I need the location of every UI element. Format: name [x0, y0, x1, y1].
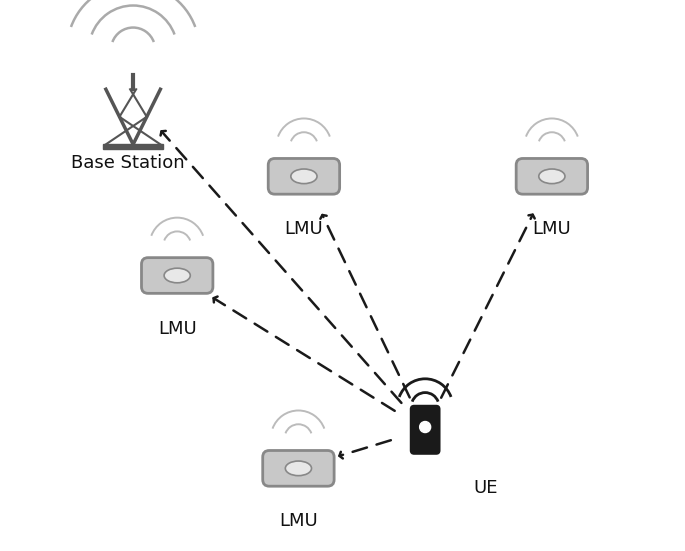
- FancyBboxPatch shape: [411, 406, 440, 454]
- Text: LMU: LMU: [284, 220, 323, 239]
- FancyBboxPatch shape: [142, 258, 213, 293]
- Text: LMU: LMU: [532, 220, 571, 239]
- Ellipse shape: [539, 169, 565, 183]
- Circle shape: [420, 422, 431, 433]
- Ellipse shape: [286, 461, 312, 476]
- FancyBboxPatch shape: [269, 159, 340, 194]
- FancyBboxPatch shape: [516, 159, 588, 194]
- Text: Base Station: Base Station: [71, 154, 184, 172]
- Ellipse shape: [164, 268, 190, 283]
- Text: LMU: LMU: [279, 512, 318, 531]
- FancyBboxPatch shape: [263, 451, 334, 486]
- Ellipse shape: [291, 169, 317, 183]
- Text: UE: UE: [473, 479, 498, 498]
- FancyBboxPatch shape: [103, 144, 164, 149]
- Text: LMU: LMU: [158, 320, 197, 338]
